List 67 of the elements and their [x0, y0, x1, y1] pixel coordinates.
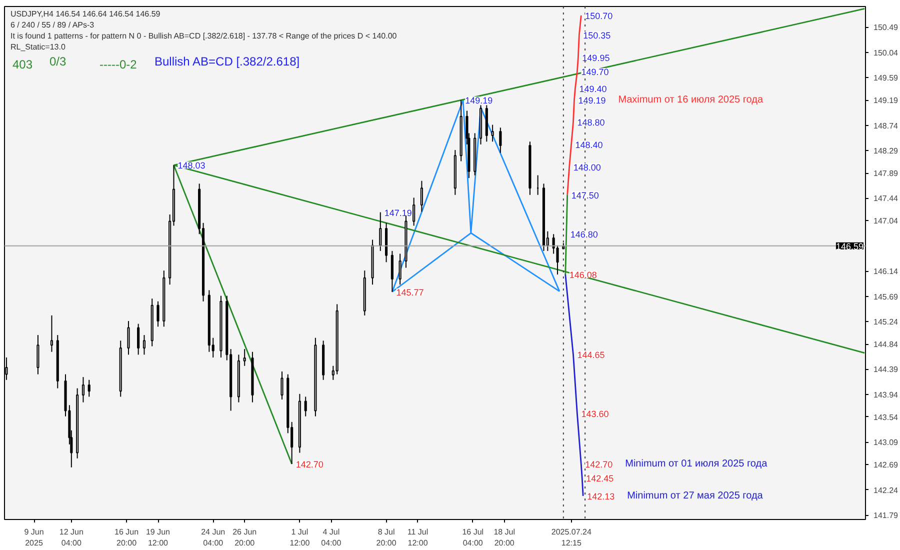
y-tick-label: 145.69	[874, 292, 899, 302]
y-tick-label: 149.59	[874, 74, 899, 83]
y-tick-label: 147.89	[874, 169, 899, 178]
annotation: It is found 1 patterns - for pattern N 0 - Bullish AB=CD [.382/2.618] - 137.78 < Range of the prices D < 140.00	[10, 32, 398, 40]
annotation: 146.08	[569, 270, 597, 280]
annotation: 144.65	[577, 350, 605, 360]
annotation: 0/3	[50, 54, 67, 68]
x-tick-label: 9 Jun 2025	[24, 528, 44, 548]
x-tick-label: 11 Jul 12:00	[407, 528, 428, 548]
annotation: 142.70	[296, 459, 324, 470]
x-tick-label: 18 Jul 20:00	[494, 528, 516, 548]
x-tick-label: 8 Jul 20:00	[376, 528, 397, 548]
annotation: Minimum от 27 мая 2025 года	[627, 490, 764, 502]
annotation: 6 / 240 / 55 / 89 / APs-3	[10, 20, 95, 30]
y-tick-label: 143.09	[874, 438, 899, 448]
x-tick-label: 19 Jun 12:00	[146, 528, 170, 548]
annotation: 142.70	[585, 459, 613, 470]
x-tick-label: 26 Jun 20:00	[232, 528, 257, 548]
annotation: 148.40	[575, 140, 603, 150]
annotation: 145.77	[396, 287, 424, 298]
annotation: 149.19	[465, 96, 493, 106]
annotation: 147.19	[384, 208, 412, 218]
y-tick-label: 148.29	[874, 146, 899, 156]
y-tick-label: 145.24	[874, 318, 899, 327]
annotation: 149.70	[581, 67, 609, 78]
x-tick-label: 4 Jul 04:00	[321, 528, 342, 548]
annotation: 142.45	[586, 474, 614, 484]
annotation: Bullish AB=CD [.382/2.618]	[154, 54, 300, 68]
annotation: Minimum от 01 июля 2025 года	[625, 458, 768, 470]
annotation: 143.60	[581, 409, 609, 420]
x-tick-label: 12 Jun 04:00	[59, 528, 84, 548]
annotation: RL_Static=13.0	[10, 42, 66, 52]
y-tick-label: 142.69	[874, 460, 899, 470]
y-tick-label: 147.44	[874, 194, 899, 204]
annotation: 149.19	[578, 96, 606, 106]
annotation: Maximum от 16 июля 2025 года	[618, 94, 764, 106]
chart-title: USDJPY,H4 146.54 146.64 146.54 146.59	[10, 10, 161, 18]
x-tick-label: 16 Jul 04:00	[462, 528, 484, 548]
x-tick-label: 2025.07.24 12:15	[551, 528, 592, 548]
y-tick-label: 141.79	[874, 511, 899, 520]
y-tick-label: 149.19	[874, 96, 899, 106]
x-tick-label: 24 Jun 04:00	[201, 528, 226, 548]
annotation: 150.35	[583, 30, 611, 41]
annotation: 146.80	[570, 230, 598, 240]
y-tick-label: 150.04	[874, 48, 899, 58]
y-tick-label: 143.94	[874, 390, 899, 400]
annotation: 149.40	[579, 84, 607, 94]
y-tick-label: 147.04	[874, 216, 899, 226]
y-tick-label: 142.24	[874, 486, 899, 495]
y-tick-label: 144.84	[874, 340, 899, 350]
y-tick-label: 144.39	[874, 365, 899, 374]
x-tick-label: 1 Jul 12:00	[290, 528, 310, 548]
annotation: 403	[12, 58, 33, 72]
annotation: -----0-2	[100, 58, 138, 72]
annotation: 149.95	[582, 53, 610, 64]
annotation: 142.13	[587, 491, 615, 502]
ref-line-label: 146.59	[836, 241, 864, 252]
y-tick-label: 150.49	[874, 23, 899, 32]
annotation: 150.70	[585, 10, 613, 21]
y-tick-label: 146.14	[874, 267, 899, 276]
annotation: 148.80	[577, 117, 605, 128]
annotation: 147.50	[571, 190, 599, 200]
y-tick-label: 148.74	[874, 121, 899, 130]
y-tick-label: 143.54	[874, 412, 899, 422]
annotation: 148.00	[573, 162, 601, 172]
x-tick-label: 16 Jun 20:00	[114, 528, 139, 548]
annotation: 148.03	[178, 160, 206, 171]
